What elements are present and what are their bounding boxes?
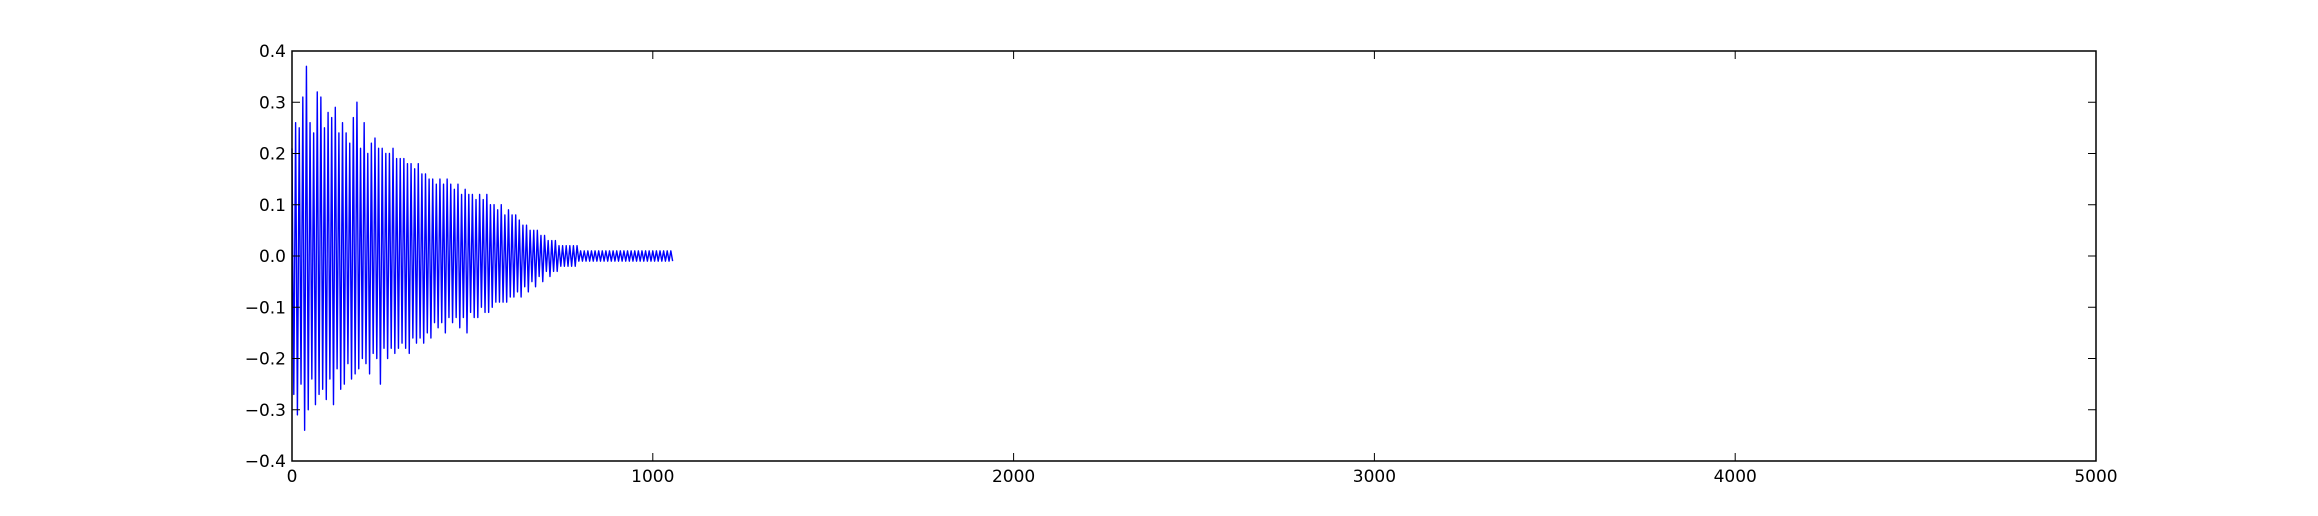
y-tick-label: −0.1 bbox=[245, 298, 286, 318]
y-tick-label: −0.4 bbox=[245, 452, 286, 472]
y-tick-label: −0.2 bbox=[245, 350, 286, 370]
x-axis: 0 1000 2000 3000 4000 5000 bbox=[287, 51, 2118, 487]
y-tick-label: 0.1 bbox=[259, 196, 286, 216]
x-tick-label: 2000 bbox=[992, 467, 1035, 487]
y-tick-label: 0.4 bbox=[259, 42, 286, 62]
y-tick-label: 0.0 bbox=[259, 247, 286, 267]
x-tick-label: 0 bbox=[287, 467, 298, 487]
y-tick-label: 0.2 bbox=[259, 145, 286, 165]
y-tick-label: −0.3 bbox=[245, 401, 286, 421]
series-layer bbox=[291, 65, 674, 431]
x-tick-label: 5000 bbox=[2074, 467, 2117, 487]
x-tick-label: 4000 bbox=[1714, 467, 1757, 487]
x-tick-label: 3000 bbox=[1353, 467, 1396, 487]
x-tick-label: 1000 bbox=[631, 467, 674, 487]
series-line-0 bbox=[291, 65, 674, 431]
y-axis: 0.4 0.3 0.2 0.1 0.0 −0.1 −0.2 −0.3 −0.4 bbox=[245, 42, 2096, 472]
y-tick-label: 0.3 bbox=[259, 93, 286, 113]
